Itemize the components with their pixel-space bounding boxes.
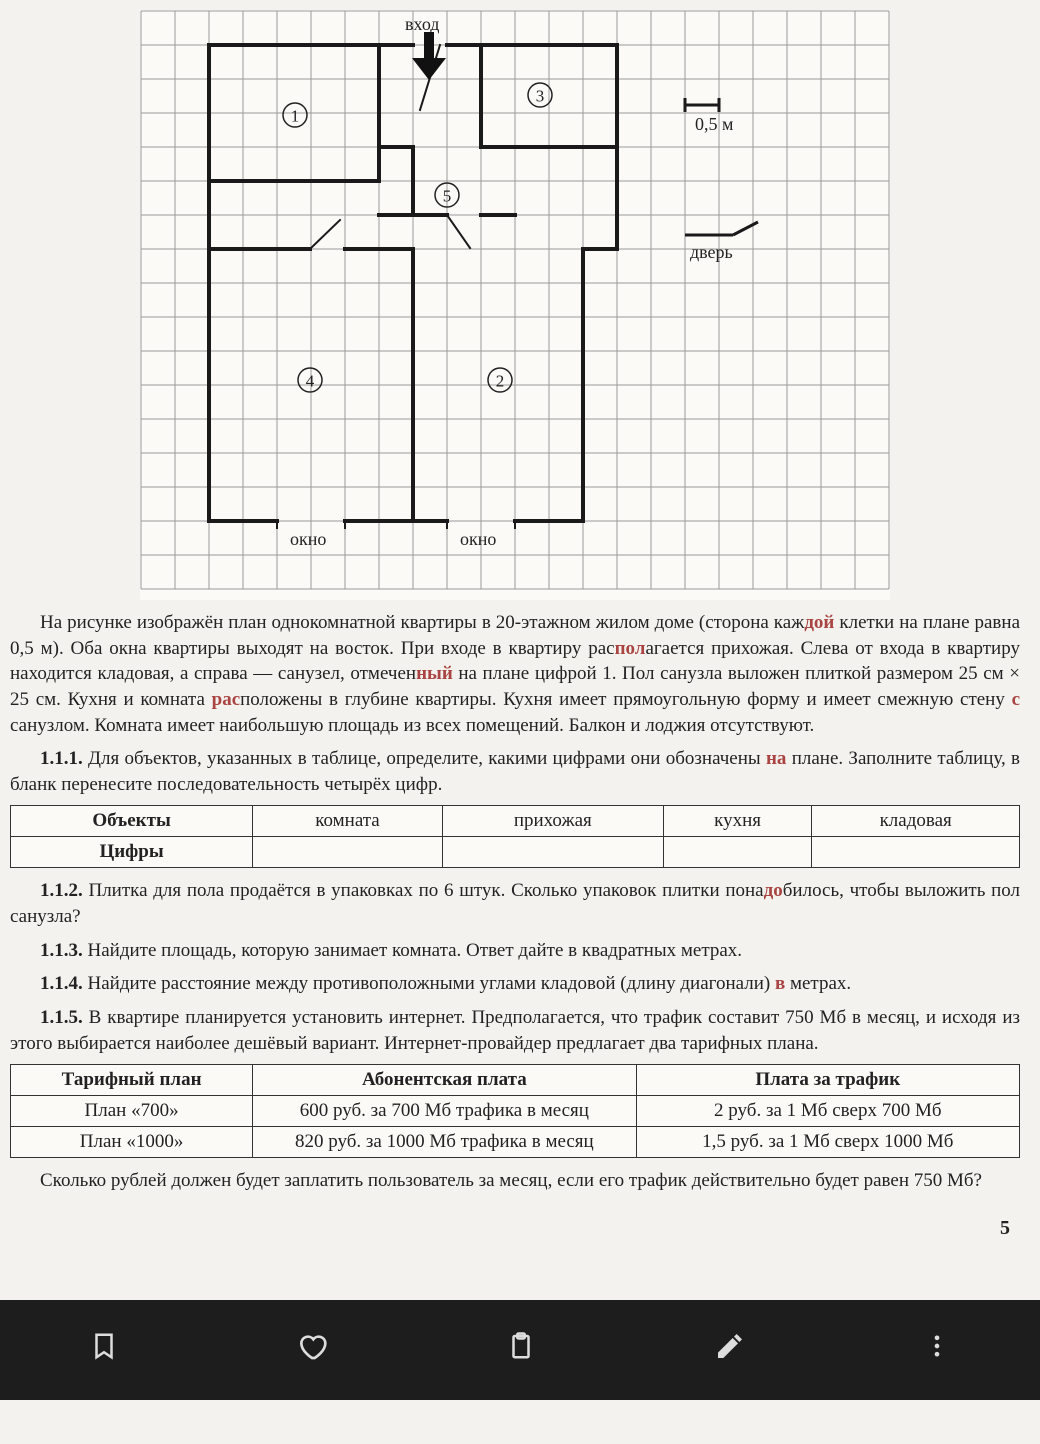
table1-rowlabel: Цифры [11, 837, 253, 868]
scale-label: 0,5 м [695, 114, 733, 134]
window-label-1: окно [290, 529, 326, 549]
bookmark-icon[interactable] [89, 1331, 119, 1369]
table1-h3: кухня [663, 806, 812, 837]
clipboard-icon[interactable] [506, 1331, 536, 1369]
t2-r0c0: План «700» [11, 1096, 253, 1127]
table1-c1 [253, 837, 443, 868]
t2-r1c2: 1,5 руб. за 1 Мб сверх 1000 Мб [636, 1127, 1019, 1158]
room-1: 1 [291, 107, 300, 126]
q-1-1-3: 1.1.3. Найдите площадь, которую занимает… [10, 938, 1020, 964]
heart-icon[interactable] [296, 1330, 328, 1370]
q-1-1-4: 1.1.4. Найдите расстояние между противоп… [10, 971, 1020, 997]
table1-c4 [812, 837, 1020, 868]
objects-table: Объекты комната прихожая кухня кладовая … [10, 805, 1020, 868]
table1-h0: Объекты [11, 806, 253, 837]
t2-h1: Абонентская плата [253, 1065, 636, 1096]
room-4: 4 [306, 372, 315, 391]
q-1-1-5: 1.1.5. В квартире планируется установить… [10, 1005, 1020, 1056]
q-1-1-2: 1.1.2. Плитка для пола продаётся в упако… [10, 878, 1020, 929]
door-label: дверь [690, 242, 733, 262]
bottom-toolbar [0, 1300, 1040, 1400]
window-label-2: окно [460, 529, 496, 549]
entry-label: вход [405, 14, 439, 34]
q-1-1-1: 1.1.1. Для объектов, указанных в таблице… [10, 746, 1020, 797]
table1-c2 [442, 837, 663, 868]
t2-r1c1: 820 руб. за 1000 Мб трафика в месяц [253, 1127, 636, 1158]
intro-paragraph: На рисунке изображён план однокомнатной … [10, 610, 1020, 738]
t2-h2: Плата за трафик [636, 1065, 1019, 1096]
room-2: 2 [496, 372, 505, 391]
t2-h0: Тарифный план [11, 1065, 253, 1096]
t2-r1c0: План «1000» [11, 1127, 253, 1158]
t2-r0c2: 2 руб. за 1 Мб сверх 700 Мб [636, 1096, 1019, 1127]
edit-icon[interactable] [714, 1330, 746, 1370]
page-number: 5 [1000, 1217, 1010, 1240]
tariff-table: Тарифный план Абонентская плата Плата за… [10, 1064, 1020, 1158]
room-5: 5 [443, 187, 452, 206]
table1-h1: комната [253, 806, 443, 837]
page: 0,5 м дверь вход окно окно [0, 0, 1040, 1300]
more-icon[interactable] [923, 1332, 951, 1368]
q-1-1-5-tail: Сколько рублей должен будет заплатить по… [10, 1168, 1020, 1194]
floorplan-svg: 0,5 м дверь вход окно окно [140, 10, 890, 600]
table1-h2: прихожая [442, 806, 663, 837]
table1-c3 [663, 837, 812, 868]
room-3: 3 [536, 87, 545, 106]
table1-h4: кладовая [812, 806, 1020, 837]
floorplan: 0,5 м дверь вход окно окно [140, 10, 890, 600]
t2-r0c1: 600 руб. за 700 Мб трафика в месяц [253, 1096, 636, 1127]
